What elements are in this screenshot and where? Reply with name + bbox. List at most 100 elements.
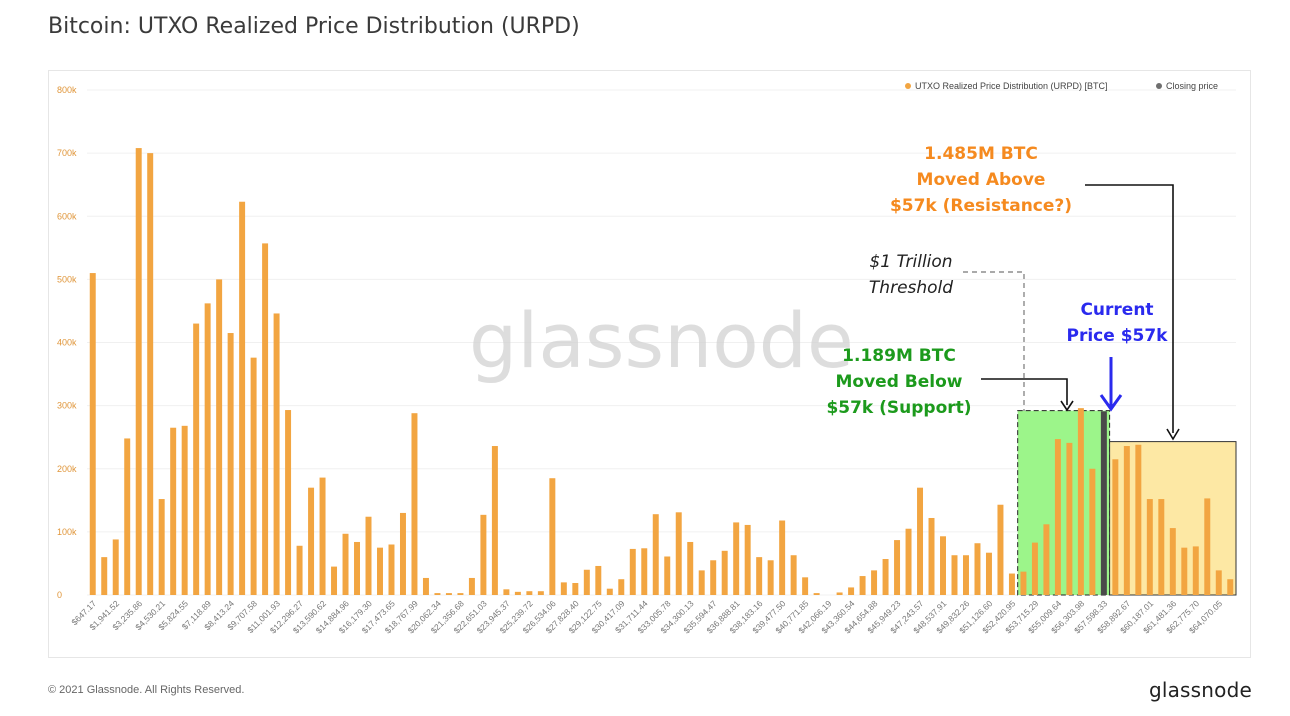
bars	[89, 148, 1234, 596]
urpd-bar	[606, 588, 613, 595]
urpd-bar	[675, 512, 682, 595]
urpd-bar	[1192, 546, 1199, 595]
urpd-bar	[526, 591, 533, 595]
urpd-bar	[1066, 442, 1073, 595]
urpd-bar	[871, 570, 878, 595]
urpd-bar	[652, 514, 659, 595]
chart-title: Bitcoin: UTXO Realized Price Distributio…	[48, 14, 580, 39]
legend: UTXO Realized Price Distribution (URPD) …	[905, 81, 1218, 91]
urpd-bar	[1215, 570, 1222, 595]
urpd-bar	[859, 576, 866, 595]
watermark: glassnode	[469, 296, 854, 385]
urpd-bar	[365, 516, 372, 595]
urpd-bar	[905, 528, 912, 595]
urpd-bar	[124, 438, 131, 595]
urpd-bar	[985, 552, 992, 595]
urpd-bar	[1181, 547, 1188, 595]
y-tick-label: 600k	[57, 211, 77, 221]
urpd-bar	[1135, 444, 1142, 595]
y-axis: 0 100k 200k 300k 400k 500k 600k 700k 800k	[57, 85, 77, 600]
urpd-bar	[377, 547, 383, 595]
urpd-bar	[721, 550, 728, 595]
urpd-bar	[514, 591, 521, 595]
legend-urpd-marker	[905, 83, 911, 89]
urpd-bar	[422, 577, 429, 595]
urpd-bar	[1077, 408, 1084, 595]
urpd-bar	[445, 593, 452, 595]
urpd-bar	[962, 555, 969, 595]
urpd-bar	[664, 556, 671, 595]
y-tick-label: 0	[57, 590, 62, 600]
urpd-bar	[928, 517, 935, 595]
footer-logo[interactable]: glassnode	[1148, 678, 1252, 702]
urpd-bar	[1043, 524, 1050, 595]
legend-closing-label[interactable]: Closing price	[1166, 81, 1218, 91]
urpd-chart: glassnode 0 100k 200k 300k 400k 500k 600k 700k 8…	[57, 81, 1237, 635]
support-arrow	[981, 378, 1068, 405]
y-tick-label: 800k	[57, 85, 77, 95]
urpd-bar	[951, 555, 958, 595]
urpd-bar	[250, 357, 257, 595]
threshold-line-2: Threshold	[869, 278, 953, 298]
urpd-bar	[1169, 528, 1176, 595]
urpd-bar	[572, 583, 579, 595]
urpd-bar	[997, 504, 1004, 595]
urpd-bar	[239, 201, 246, 595]
urpd-bar	[101, 557, 108, 595]
urpd-bar	[181, 425, 188, 595]
urpd-bar	[595, 565, 602, 595]
urpd-bar	[733, 522, 740, 595]
annotations: $1 Trillion Threshold 1.485M BTC Moved A…	[826, 144, 1180, 441]
urpd-bar	[1031, 542, 1038, 595]
urpd-bar	[779, 520, 786, 595]
urpd-bar	[629, 548, 636, 595]
urpd-bar	[158, 499, 165, 595]
threshold-connector	[963, 271, 1025, 411]
urpd-bar	[767, 560, 774, 595]
support-arrow-head	[1060, 400, 1074, 412]
urpd-bar	[1008, 573, 1015, 595]
urpd-bar	[687, 541, 694, 595]
y-tick-label: 700k	[57, 148, 77, 158]
urpd-bar	[411, 413, 418, 595]
urpd-bar	[342, 533, 349, 595]
urpd-bar	[388, 544, 395, 595]
urpd-bar	[480, 514, 487, 595]
resistance-line-1: 1.485M BTC	[924, 144, 1038, 164]
support-line-3: $57k (Support)	[826, 398, 971, 418]
x-axis: $647.17$1,941.52$3,235.86$4,530.21$5,824…	[69, 598, 1224, 635]
legend-urpd-label[interactable]: UTXO Realized Price Distribution (URPD) …	[915, 81, 1108, 91]
urpd-bar	[710, 560, 717, 595]
current-price-arrow-head	[1099, 394, 1123, 412]
urpd-bar	[308, 487, 315, 595]
urpd-bar	[618, 579, 625, 595]
urpd-bar	[468, 577, 475, 595]
urpd-bar	[135, 148, 142, 595]
urpd-bar	[491, 446, 498, 595]
urpd-bar	[560, 582, 567, 595]
legend-closing-marker	[1156, 83, 1162, 89]
urpd-bar	[641, 548, 648, 595]
resistance-line-3: $57k (Resistance?)	[890, 196, 1072, 216]
y-tick-label: 300k	[57, 401, 77, 411]
current-price-line-2: Price $57k	[1067, 326, 1169, 346]
urpd-bar	[227, 333, 234, 595]
urpd-bar	[262, 243, 269, 596]
footer-copyright: © 2021 Glassnode. All Rights Reserved.	[48, 684, 245, 696]
chart-panel: glassnode 0 100k 200k 300k 400k 500k 600k 700k 8…	[48, 70, 1251, 658]
urpd-bar	[89, 273, 96, 595]
threshold-line-1: $1 Trillion	[869, 252, 952, 272]
urpd-bar	[273, 313, 280, 595]
urpd-bar	[1112, 459, 1119, 595]
closing-price-bar	[1100, 411, 1107, 595]
urpd-bar	[170, 427, 177, 595]
urpd-bar	[354, 541, 361, 595]
urpd-bar	[894, 540, 901, 595]
y-tick-label: 400k	[57, 338, 77, 348]
urpd-bar	[882, 559, 889, 595]
urpd-bar	[1204, 498, 1211, 595]
urpd-bar	[1123, 446, 1130, 595]
urpd-bar	[331, 566, 338, 595]
y-tick-label: 200k	[57, 464, 77, 474]
urpd-bar	[399, 512, 406, 595]
